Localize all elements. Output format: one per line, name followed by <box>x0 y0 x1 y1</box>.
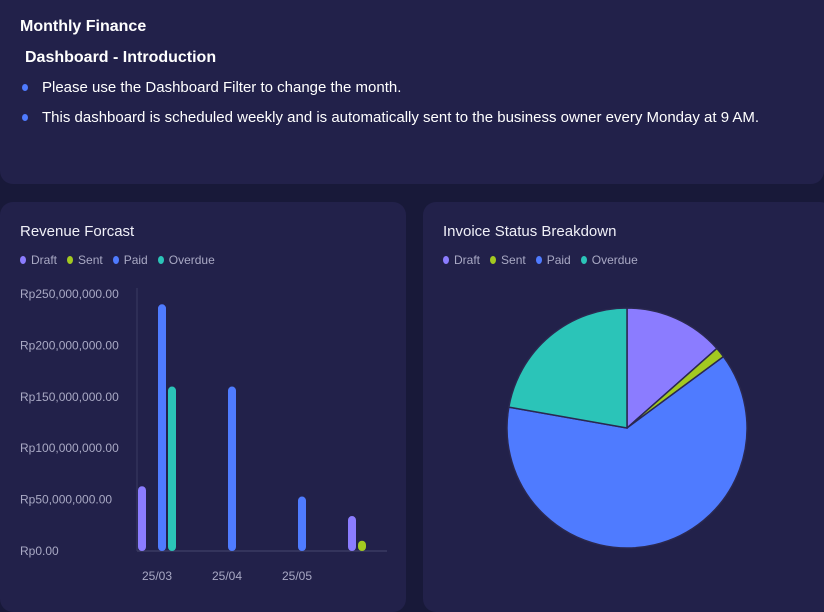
intro-bullet: Please use the Dashboard Filter to chang… <box>22 79 401 96</box>
bar-paid[interactable] <box>158 304 166 551</box>
legend-dot-icon <box>112 256 119 264</box>
bar-draft[interactable] <box>348 516 356 551</box>
y-tick-label: Rp0.00 <box>20 544 59 558</box>
bullet-text: Please use the Dashboard Filter to chang… <box>42 79 402 96</box>
bar-overdue[interactable] <box>168 386 176 551</box>
legend-item-paid[interactable]: Paid <box>112 253 148 267</box>
y-tick-label: Rp50,000,000.00 <box>20 493 112 507</box>
legend-dot-icon <box>20 256 26 264</box>
legend-dot-icon <box>490 256 497 264</box>
legend-label: Overdue <box>168 253 215 267</box>
bar-paid[interactable] <box>298 496 306 551</box>
legend-dot-icon <box>157 256 164 264</box>
chart-title: Invoice Status Breakdown <box>443 223 617 240</box>
bar-draft[interactable] <box>138 486 146 551</box>
intro-subtitle: Dashboard - Introduction <box>25 49 217 66</box>
revenue-forecast-card: Revenue Forcast Draft Sent Paid Overdue … <box>0 202 406 612</box>
chart-legend: Draft Sent Paid Overdue <box>443 253 638 267</box>
pie-slice-overdue[interactable] <box>507 307 628 429</box>
y-tick-label: Rp100,000,000.00 <box>20 441 119 455</box>
pie-chart <box>506 307 748 549</box>
bullet-icon <box>22 114 28 121</box>
legend-label: Draft <box>454 253 481 267</box>
bullet-text: This dashboard is scheduled weekly and i… <box>42 109 760 126</box>
legend-item-draft[interactable]: Draft <box>20 253 57 267</box>
y-tick-label: Rp150,000,000.00 <box>20 390 119 404</box>
legend-label: Draft <box>31 253 58 267</box>
legend-dot-icon <box>580 256 587 264</box>
bar-sent[interactable] <box>358 540 366 551</box>
legend-item-overdue[interactable]: Overdue <box>580 253 638 267</box>
legend-label: Sent <box>501 253 526 267</box>
legend-item-overdue[interactable]: Overdue <box>157 253 215 267</box>
legend-dot-icon <box>443 256 449 264</box>
bar-paid[interactable] <box>228 386 236 551</box>
y-tick-label: Rp200,000,000.00 <box>20 338 119 352</box>
intro-bullet: This dashboard is scheduled weekly and i… <box>22 109 759 126</box>
x-tick-label: 25/03 <box>142 569 172 583</box>
invoice-status-card: Invoice Status Breakdown Draft Sent Paid… <box>423 202 824 612</box>
pie-slice-paid[interactable] <box>506 355 748 549</box>
legend-item-sent[interactable]: Sent <box>490 253 526 267</box>
legend-item-draft[interactable]: Draft <box>443 253 480 267</box>
x-tick-label: 25/05 <box>282 569 312 583</box>
legend-dot-icon <box>535 256 542 264</box>
bullet-icon <box>22 84 28 91</box>
legend-item-sent[interactable]: Sent <box>67 253 103 267</box>
legend-item-paid[interactable]: Paid <box>535 253 571 267</box>
legend-label: Paid <box>123 253 148 267</box>
legend-label: Sent <box>78 253 103 267</box>
chart-legend: Draft Sent Paid Overdue <box>20 253 215 267</box>
legend-dot-icon <box>67 256 74 264</box>
x-tick-label: 25/04 <box>212 569 242 583</box>
chart-title: Revenue Forcast <box>20 223 135 240</box>
legend-label: Overdue <box>591 253 638 267</box>
y-tick-label: Rp250,000,000.00 <box>20 287 119 301</box>
bar-chart: Rp0.00 Rp50,000,000.00 Rp100,000,000.00 Rp1… <box>20 287 387 583</box>
pie-slice-draft[interactable] <box>626 307 718 430</box>
intro-title: Monthly Finance <box>20 18 147 35</box>
intro-card: Monthly Finance Dashboard - Introduction… <box>0 0 824 184</box>
legend-label: Paid <box>546 253 571 267</box>
